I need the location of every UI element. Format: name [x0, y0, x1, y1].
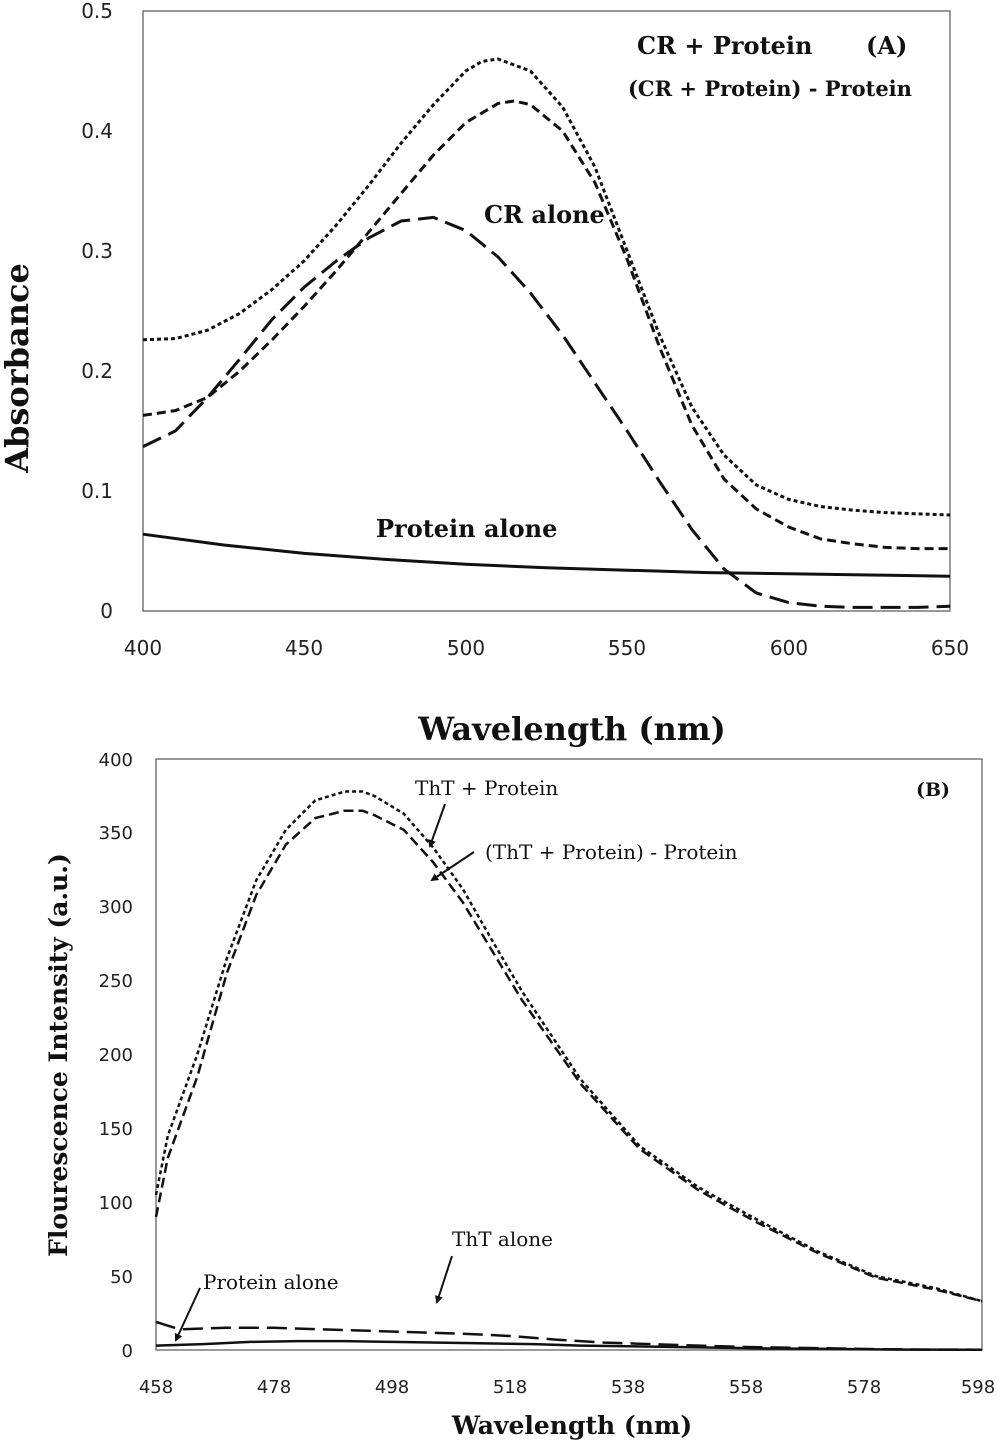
panel-b-x-ticks: 458 478 498 518 538 558 578 598	[139, 1377, 995, 1398]
panel-b-ytick-label: 350	[99, 823, 133, 844]
panel-b-ytick-label: 400	[99, 750, 133, 771]
panel-b-annotation-difference: (ThT + Protein) - Protein	[485, 840, 738, 864]
panel-b-ytick-label: 50	[110, 1267, 133, 1288]
B-lines-series-1	[154, 809, 983, 1303]
panel-b-ytick-label: 150	[99, 1119, 133, 1140]
panel-a-ytick-label: 0.3	[81, 239, 113, 263]
panel-a-chart: 0 0.1 0.2 0.3 0.4 0.5 400 450 500 550 60…	[0, 0, 969, 748]
panel-b-xtick-label: 498	[375, 1377, 409, 1398]
panel-b-annotation-tht-protein: ThT + Protein	[415, 776, 558, 800]
panel-a-y-axis-label: Absorbance	[0, 263, 36, 474]
panel-a-series-label-cr-alone: CR alone	[484, 200, 605, 229]
panel-a-xtick-label: 600	[770, 636, 808, 660]
panel-a-series-label-cr-protein: CR + Protein	[637, 31, 813, 60]
A-lines-series-1	[142, 99, 950, 551]
B-lines-series-3	[155, 1339, 983, 1351]
panel-a-ytick-label: 0.5	[81, 0, 113, 23]
panel-b-plot-frame	[155, 758, 983, 1351]
panel-b-y-ticks: 0 50 100 150 200 250 300 350 400	[99, 750, 133, 1362]
panel-a-xtick-label: 550	[608, 636, 646, 660]
panel-a-xtick-label: 400	[124, 636, 162, 660]
panel-b-panel-label: (B)	[916, 779, 950, 801]
panel-a-xtick-label: 650	[931, 636, 969, 660]
B-lines-series-0	[154, 790, 983, 1303]
panel-b-annotation-protein-alone: Protein alone	[203, 1270, 339, 1294]
panel-b-arrow-difference	[430, 851, 475, 882]
panel-b-series-lines	[154, 790, 983, 1351]
panel-b-xtick-label: 598	[961, 1377, 995, 1398]
panel-b-ytick-label: 200	[99, 1045, 133, 1066]
panel-a-y-ticks: 0 0.1 0.2 0.3 0.4 0.5	[81, 0, 113, 623]
panel-b-x-axis-label: Wavelength (nm)	[451, 1411, 692, 1440]
panel-a-panel-label: (A)	[866, 31, 907, 60]
panel-b-xtick-label: 458	[139, 1377, 173, 1398]
panel-a-ytick-label: 0.2	[81, 359, 113, 383]
panel-a-x-ticks: 400 450 500 550 600 650	[124, 636, 969, 660]
panel-a-ytick-label: 0.4	[81, 119, 113, 143]
A-lines-series-2	[142, 215, 951, 609]
panel-a-plot-frame	[142, 10, 951, 612]
panel-a-ytick-label: 0	[100, 599, 113, 623]
panel-b-xtick-label: 558	[729, 1377, 763, 1398]
panel-b-arrow-protein-alone	[174, 1287, 201, 1342]
panel-b-xtick-label: 578	[847, 1377, 881, 1398]
panel-a-xtick-label: 450	[285, 636, 323, 660]
panel-b-ytick-label: 0	[122, 1341, 133, 1362]
panel-b-arrow-tht-alone	[435, 1255, 453, 1304]
panel-b-annotation-tht-alone: ThT alone	[452, 1227, 553, 1251]
panel-b-chart: 0 50 100 150 200 250 300 350 400 458 478…	[44, 750, 995, 1440]
panel-b-ytick-label: 250	[99, 971, 133, 992]
panel-a-xtick-label: 500	[447, 636, 485, 660]
panel-b-xtick-label: 538	[611, 1377, 645, 1398]
panel-b-y-axis-label: Flourescence Intensity (a.u.)	[44, 853, 73, 1257]
panel-a-series-lines	[142, 57, 951, 609]
panel-b-ytick-label: 100	[99, 1193, 133, 1214]
panel-b-ytick-label: 300	[99, 897, 133, 918]
panel-a-x-axis-label: Wavelength (nm)	[417, 710, 726, 748]
panel-b-arrow-tht-protein	[428, 803, 446, 848]
panel-a-ytick-label: 0.1	[81, 479, 113, 503]
panel-a-series-label-protein-alone: Protein alone	[376, 514, 557, 543]
panel-b-xtick-label: 478	[257, 1377, 291, 1398]
panel-b-xtick-label: 518	[493, 1377, 527, 1398]
panel-a-series-label-difference: (CR + Protein) - Protein	[628, 76, 912, 101]
A-lines-series-0	[142, 57, 951, 517]
A-lines-series-3	[142, 532, 951, 578]
